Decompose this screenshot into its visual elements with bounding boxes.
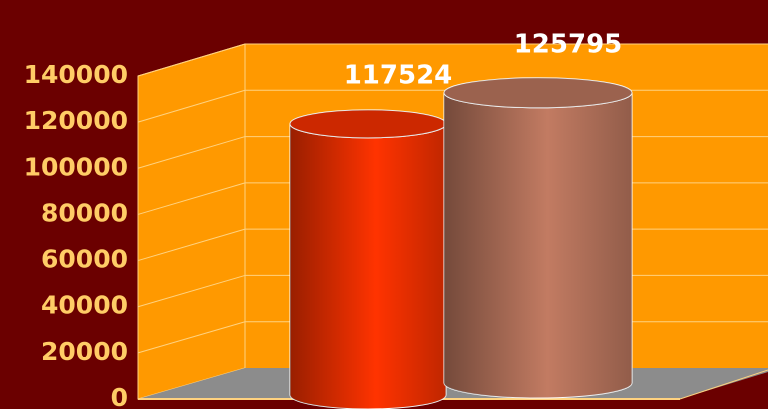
value-label: 125795 [514, 29, 623, 59]
y-tick-label: 120000 [24, 106, 128, 135]
value-label: 117524 [344, 60, 453, 90]
floor-edge [679, 369, 768, 400]
y-tick-label: 80000 [41, 198, 128, 227]
y-tick-label: 0 [111, 383, 128, 409]
y-tick-label: 20000 [41, 337, 128, 366]
grid-line [137, 136, 246, 169]
grid-line [137, 228, 246, 262]
grid-line [137, 321, 246, 354]
cylinder-shade [444, 92, 632, 399]
cylinder-shade [290, 123, 446, 409]
cylinder-top-shade [444, 77, 632, 108]
cylinder-top-shade [290, 109, 446, 138]
grid-line [137, 89, 246, 123]
grid-line [137, 274, 246, 308]
cylinder-top [443, 77, 633, 109]
side-wall [137, 43, 246, 400]
y-tick-label: 140000 [24, 60, 128, 89]
grid-line [137, 182, 246, 215]
y-tick-label: 40000 [41, 291, 128, 320]
grid-line [137, 43, 246, 77]
y-tick-label: 100000 [24, 152, 128, 181]
y-tick-label: 60000 [41, 245, 128, 274]
